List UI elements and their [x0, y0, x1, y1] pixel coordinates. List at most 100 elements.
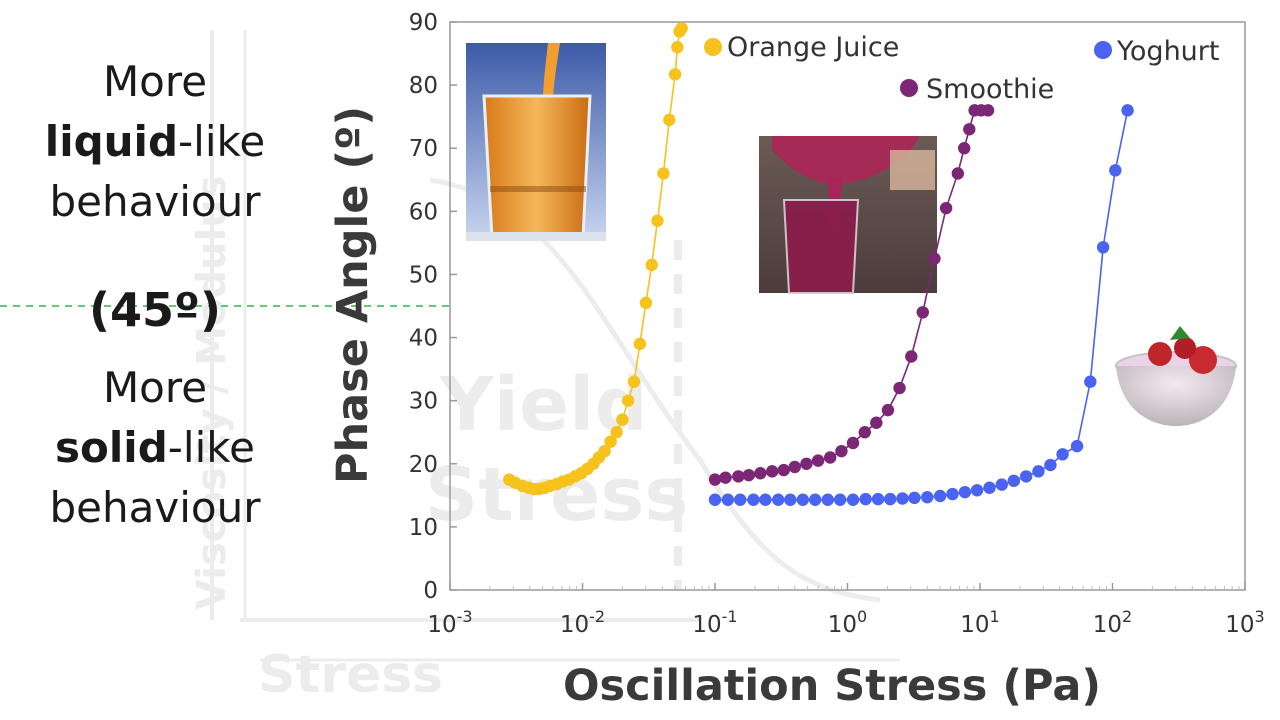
data-point-yoghurt [721, 493, 735, 506]
data-point-smoothie [928, 252, 941, 265]
y-tick-label: 20 [409, 452, 438, 478]
data-point-yoghurt [846, 493, 860, 506]
data-point-smoothie [916, 306, 929, 319]
data-point-smoothie [870, 416, 883, 429]
data-point-orange-juice [633, 337, 647, 351]
data-point-yoghurt [970, 484, 984, 497]
data-point-smoothie [846, 436, 860, 450]
liquid-label-line2: liquid-like [0, 112, 310, 172]
data-point-orange-juice [671, 41, 684, 54]
solid-like-label: More solid-like behaviour [0, 358, 310, 538]
legend-label-smoothie: Smoothie [926, 74, 1054, 105]
data-point-yoghurt [933, 489, 947, 503]
series-orange-juice: Orange Juice [503, 22, 899, 496]
series-layer: Orange Juice Smoothie Yoghurt [503, 22, 1219, 506]
solid-suffix: -like [167, 423, 255, 472]
data-point-yoghurt [833, 493, 847, 506]
data-point-smoothie [800, 457, 813, 470]
data-point-yoghurt [908, 491, 921, 505]
y-tick-label: 30 [409, 389, 438, 415]
data-point-yoghurt [734, 493, 747, 506]
data-point-yoghurt [958, 485, 972, 499]
x-tick-label: 100 [828, 607, 867, 638]
data-point-yoghurt [796, 493, 810, 506]
x-tick-label: 103 [1225, 607, 1264, 638]
solid-label-line1: More [102, 363, 208, 412]
x-tick-label: 101 [960, 607, 999, 638]
data-point-orange-juice [657, 167, 670, 180]
data-point-yoghurt [983, 481, 996, 494]
data-point-orange-juice [639, 296, 653, 310]
data-point-orange-juice [668, 68, 682, 81]
data-point-smoothie [963, 123, 976, 136]
data-point-smoothie [719, 471, 732, 484]
smoothie-picture [759, 136, 937, 294]
data-point-smoothie [811, 454, 825, 467]
liquid-label-line3: behaviour [49, 177, 261, 226]
liquid-like-label: More liquid-like behaviour [0, 52, 310, 232]
data-point-orange-juice [604, 435, 617, 448]
data-point-orange-juice [616, 413, 629, 426]
series-yoghurt: Yoghurt [708, 36, 1219, 506]
data-point-smoothie [708, 473, 722, 486]
data-point-orange-juice [610, 426, 623, 439]
x-tick-label: 10-3 [427, 607, 472, 638]
x-tick-label: 10-1 [692, 607, 737, 638]
data-point-yoghurt [1121, 104, 1134, 117]
data-point-yoghurt [995, 478, 1008, 491]
data-point-yoghurt [1032, 465, 1045, 478]
data-point-yoghurt [808, 493, 822, 506]
data-point-yoghurt [1056, 448, 1069, 461]
x-axis: 10-3 10-2 10-1 100 101 102 103 [427, 583, 1265, 638]
phase-angle-45-label: (45º) [88, 283, 221, 337]
watermark-stress: Stress [425, 452, 688, 538]
y-tick-label: 40 [409, 326, 438, 352]
legend-marker-orange-juice [704, 38, 722, 56]
y-tick-label: 50 [409, 262, 438, 288]
solid-word: solid [55, 423, 168, 472]
x-tick-label: 102 [1093, 607, 1132, 638]
data-point-smoothie [951, 167, 965, 180]
y-tick-label: 70 [409, 136, 438, 162]
y-axis-title: Phase Angle (º) [328, 106, 378, 484]
data-point-orange-juice [627, 375, 641, 388]
data-point-yoghurt [1019, 470, 1033, 483]
data-point-yoghurt [784, 493, 797, 506]
data-point-yoghurt [871, 492, 885, 506]
data-point-yoghurt [921, 491, 934, 504]
data-point-smoothie [881, 403, 895, 417]
y-tick-label: 60 [409, 199, 438, 225]
data-point-yoghurt [1084, 375, 1097, 388]
data-point-yoghurt [821, 493, 834, 506]
legend-label-yoghurt: Yoghurt [1116, 36, 1219, 67]
y-tick-label: 10 [409, 515, 438, 541]
data-point-yoghurt [1007, 474, 1021, 488]
data-point-yoghurt [747, 493, 760, 506]
data-point-yoghurt [772, 493, 785, 506]
series-smoothie: Smoothie [708, 74, 1054, 486]
watermark-axis-y: Viscosity / Modulus [189, 175, 235, 610]
x-tick-label: 10-2 [560, 607, 605, 638]
data-point-yoghurt [1109, 164, 1122, 177]
liquid-label-line1: More [102, 57, 208, 106]
data-point-smoothie [905, 350, 918, 363]
data-point-smoothie [858, 426, 871, 439]
y-axis: 0 10 20 30 40 50 60 70 80 90 [409, 10, 457, 604]
data-point-orange-juice [621, 394, 635, 407]
legend-label-orange-juice: Orange Juice [727, 32, 899, 63]
data-point-orange-juice [663, 113, 676, 127]
data-point-smoothie [893, 381, 906, 395]
liquid-word: liquid [44, 117, 179, 166]
data-point-smoothie [732, 470, 745, 483]
solid-label-line3: behaviour [49, 483, 261, 532]
legend-marker-yoghurt [1094, 41, 1112, 59]
data-point-smoothie [742, 468, 756, 482]
y-tick-label: 90 [409, 10, 438, 36]
data-point-yoghurt [759, 493, 772, 506]
data-point-smoothie [777, 463, 790, 477]
data-point-yoghurt [883, 492, 897, 506]
data-point-smoothie [765, 465, 779, 478]
background-watermark: Yield Stress Viscosity / Modulus Stress [189, 30, 900, 705]
